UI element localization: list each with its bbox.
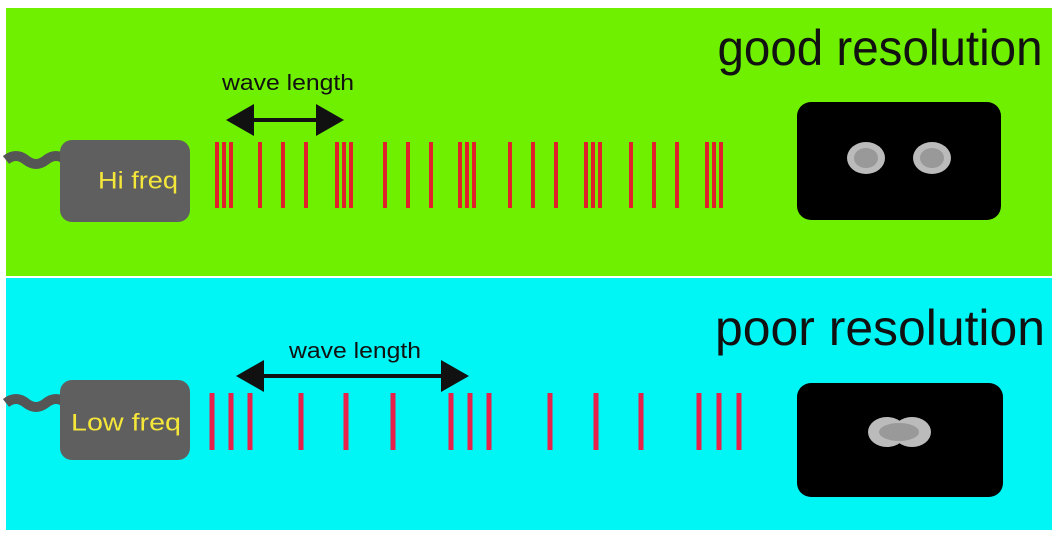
title: good resolution bbox=[718, 20, 1043, 76]
probe-label: Hi freq bbox=[98, 167, 178, 194]
probe-label: Low freq bbox=[71, 409, 181, 436]
title: poor resolution bbox=[715, 300, 1045, 356]
target-core bbox=[879, 423, 919, 441]
page: good resolution wave length Hi freq poor… bbox=[0, 0, 1060, 536]
target-core bbox=[920, 148, 944, 168]
target-box bbox=[797, 102, 1001, 220]
wave-label: wave length bbox=[221, 70, 354, 95]
diagram: good resolution wave length Hi freq poor… bbox=[0, 0, 1060, 536]
wave-label: wave length bbox=[288, 338, 421, 363]
target-core bbox=[854, 148, 878, 168]
